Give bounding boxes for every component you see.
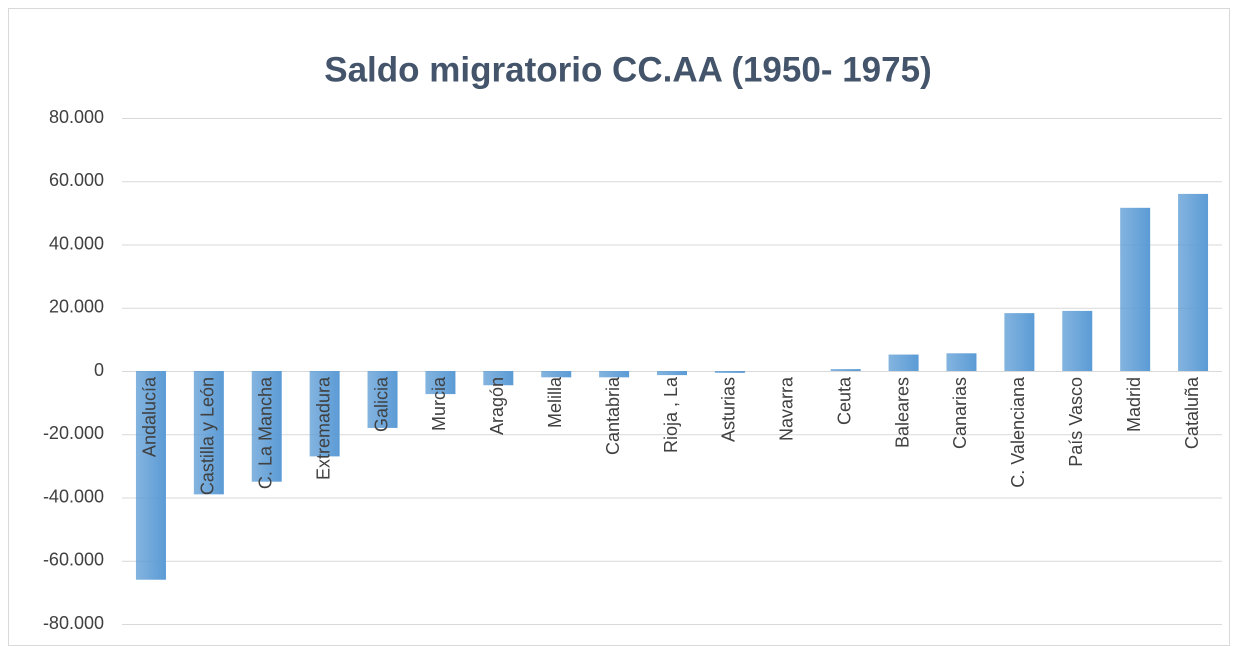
y-tick-label: -40.000 xyxy=(43,486,104,506)
x-tick-label: Ceuta xyxy=(834,376,854,425)
x-tick-label: Aragón xyxy=(487,377,507,435)
bar xyxy=(1178,193,1209,371)
x-tick-label: Asturias xyxy=(719,377,739,442)
bar xyxy=(830,369,861,371)
x-tick-label: Andalucía xyxy=(140,376,160,457)
x-tick-label: Melilla xyxy=(545,376,565,428)
x-tick-label: C. La Mancha xyxy=(255,376,275,489)
bar xyxy=(251,371,282,482)
bar xyxy=(483,371,514,386)
bar xyxy=(946,353,977,371)
bar xyxy=(135,371,166,580)
x-tick-label: Baleares xyxy=(892,377,912,448)
x-tick-label: Canarias xyxy=(950,377,970,449)
bar xyxy=(1062,310,1093,371)
x-tick-label: C. Valenciana xyxy=(1008,376,1028,488)
x-tick-label: Madrid xyxy=(1124,377,1144,432)
x-tick-label: Castilla y León xyxy=(198,377,218,495)
y-tick-label: -20.000 xyxy=(43,423,104,443)
bar xyxy=(193,371,224,495)
x-tick-label: País Vasco xyxy=(1066,377,1086,467)
y-tick-label: 20.000 xyxy=(49,297,104,317)
x-tick-label: Extremadura xyxy=(313,376,333,480)
bar xyxy=(888,354,919,371)
bar xyxy=(425,371,456,395)
bar xyxy=(1120,207,1151,371)
bar xyxy=(541,371,572,378)
y-tick-label: -60.000 xyxy=(43,550,104,570)
bar xyxy=(714,371,745,373)
y-tick-label: 60.000 xyxy=(49,170,104,190)
chart-title: Saldo migratorio CC.AA (1950- 1975) xyxy=(324,50,931,89)
bar xyxy=(657,371,687,376)
x-tick-label: Cataluña xyxy=(1182,376,1202,449)
x-tick-label: Cantabria xyxy=(603,376,623,455)
bar xyxy=(367,371,398,428)
x-tick-label: Murcia xyxy=(429,376,449,431)
chart-frame xyxy=(8,8,1230,646)
bar xyxy=(1004,313,1035,371)
x-tick-label: Rioja , La xyxy=(661,376,681,453)
x-tick-label: Galicia xyxy=(371,376,391,432)
y-tick-label: 80.000 xyxy=(49,107,104,127)
bar xyxy=(309,371,340,457)
y-tick-label: -80.000 xyxy=(43,613,104,633)
y-tick-label: 0 xyxy=(94,360,104,380)
y-tick-label: 40.000 xyxy=(49,233,104,253)
x-tick-label: Navarra xyxy=(777,376,797,441)
bar xyxy=(599,371,630,378)
